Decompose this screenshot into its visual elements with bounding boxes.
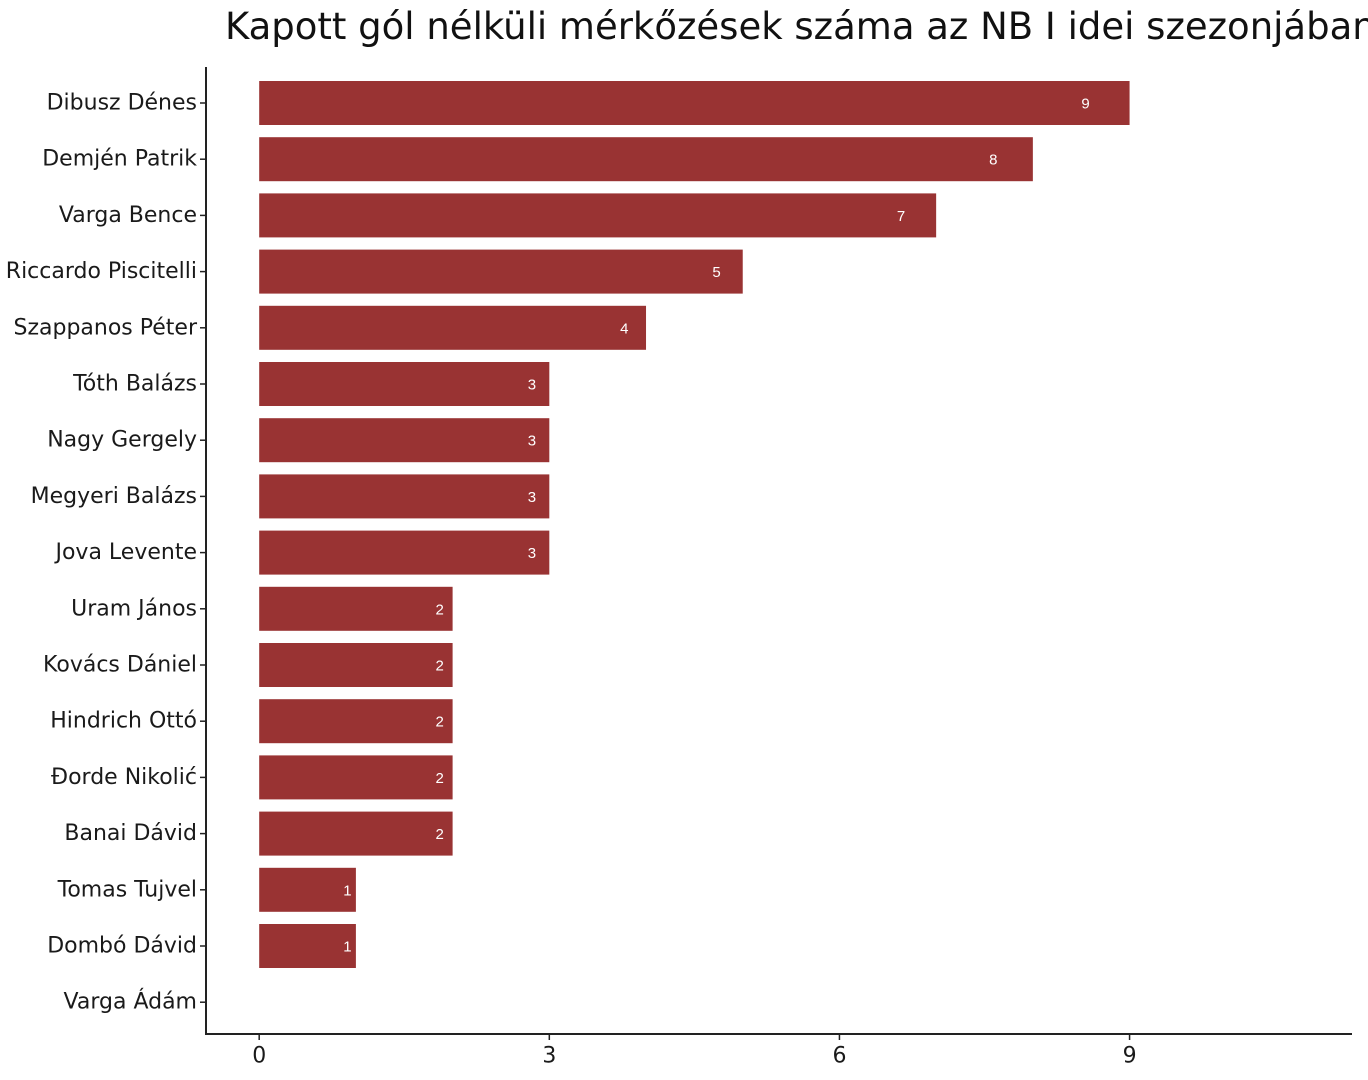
data-label: 2 bbox=[436, 601, 444, 618]
y-tick-label: Nagy Gergely bbox=[47, 428, 197, 453]
x-tick-label: 6 bbox=[832, 1044, 846, 1069]
bar bbox=[259, 924, 356, 968]
data-label: 5 bbox=[712, 264, 720, 281]
bar bbox=[259, 530, 550, 575]
y-tick-label: Riccardo Piscitelli bbox=[6, 259, 197, 284]
bar bbox=[259, 193, 937, 238]
bar bbox=[259, 362, 550, 406]
bar bbox=[259, 137, 1033, 182]
data-label: 7 bbox=[897, 208, 905, 225]
bar bbox=[259, 474, 550, 519]
data-label: 2 bbox=[436, 770, 444, 787]
y-tick-label: Megyeri Balázs bbox=[31, 484, 197, 509]
bar bbox=[259, 249, 743, 294]
bar bbox=[259, 811, 453, 856]
y-tick-label: Demjén Patrik bbox=[42, 147, 197, 172]
data-label: 8 bbox=[989, 152, 997, 169]
data-label: 1 bbox=[343, 939, 351, 956]
y-tick-label: Dombó Dávid bbox=[47, 934, 197, 959]
data-label: 1 bbox=[343, 882, 351, 899]
y-tick-label: Varga Ádám bbox=[64, 989, 197, 1015]
y-tick-label: Jova Levente bbox=[53, 540, 197, 565]
bar bbox=[259, 867, 356, 912]
x-tick-label: 9 bbox=[1123, 1044, 1137, 1069]
bar bbox=[259, 699, 453, 744]
x-tick-label: 3 bbox=[542, 1044, 556, 1069]
y-tick-label: Szappanos Péter bbox=[14, 315, 198, 340]
x-tick-label: 0 bbox=[252, 1044, 266, 1069]
data-label: 4 bbox=[620, 320, 628, 337]
y-tick-label: Varga Bence bbox=[59, 203, 197, 228]
bar bbox=[259, 643, 453, 687]
data-label: 2 bbox=[436, 714, 444, 731]
data-label: 2 bbox=[436, 658, 444, 675]
y-tick-label: Uram János bbox=[71, 596, 197, 621]
data-label: 2 bbox=[436, 826, 444, 843]
y-tick-label: Đorde Nikolić bbox=[51, 765, 197, 790]
bar bbox=[259, 755, 453, 800]
bar bbox=[259, 418, 550, 463]
data-label: 3 bbox=[528, 377, 536, 394]
bar bbox=[259, 81, 1130, 125]
y-tick-label: Kovács Dániel bbox=[43, 653, 197, 678]
data-label: 3 bbox=[528, 489, 536, 506]
data-label: 3 bbox=[528, 545, 536, 562]
y-tick-label: Hindrich Ottó bbox=[50, 709, 197, 734]
y-tick-label: Banai Dávid bbox=[64, 821, 197, 846]
bar bbox=[259, 586, 453, 631]
y-tick-label: Dibusz Dénes bbox=[47, 91, 197, 116]
x-axis: 0 3 6 9 bbox=[205, 1033, 1352, 1069]
y-tick-label: Tóth Balázs bbox=[72, 372, 197, 397]
y-axis: Dibusz Dénes Demjén Patrik Varga Bence Ricc… bbox=[6, 67, 207, 1034]
data-label: 9 bbox=[1081, 96, 1089, 113]
chart-title: Kapott gól nélküli mérkőzések száma az N… bbox=[225, 5, 1368, 48]
bar bbox=[259, 305, 647, 350]
y-tick-label: Tomas Tujvel bbox=[57, 877, 197, 902]
bars-layer: 9 8 7 5 4 3 3 3 3 2 2 2 2 2 1 1 bbox=[259, 81, 1130, 968]
data-label: 3 bbox=[528, 433, 536, 450]
